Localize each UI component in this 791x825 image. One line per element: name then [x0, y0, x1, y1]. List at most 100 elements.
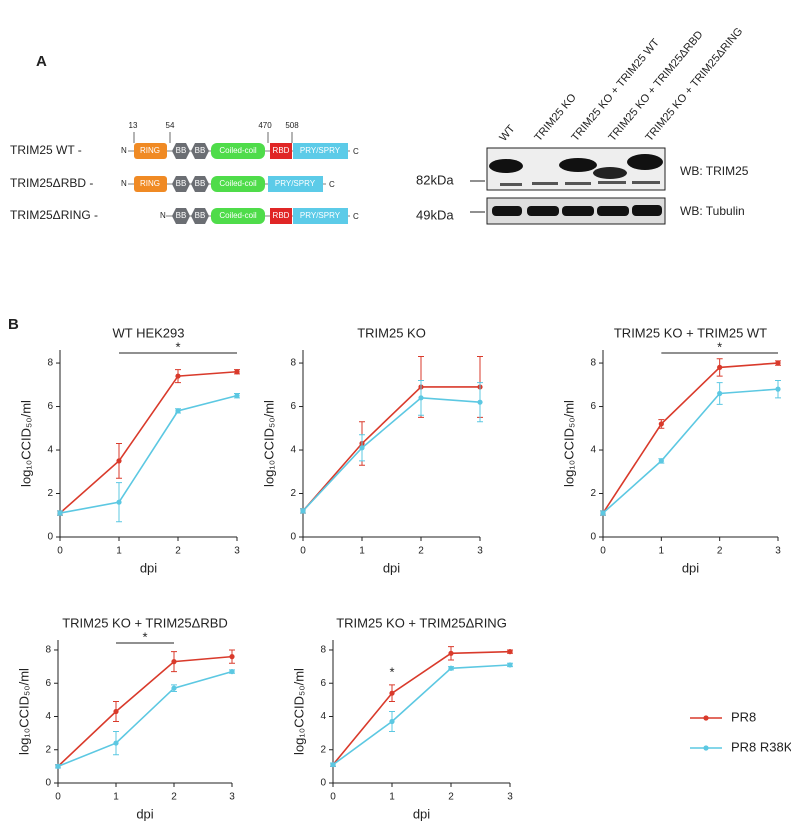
y-axis-label: log₁₀CCID₅₀/ml	[291, 668, 306, 755]
significance-mark: *	[175, 339, 180, 354]
data-point	[116, 458, 122, 464]
y-tick-label: 6	[290, 401, 296, 412]
significance-mark: *	[389, 664, 394, 679]
x-tick-label: 2	[448, 792, 454, 803]
legend-label: PR8 R38K41A	[731, 739, 791, 754]
data-point	[658, 458, 664, 464]
domain-label: RING	[140, 146, 160, 155]
domain-label: PRY/SPRY	[300, 211, 341, 220]
series-line	[57, 655, 233, 767]
domain-label: Coiled-coil	[219, 211, 257, 220]
y-tick-label: 4	[590, 445, 596, 456]
data-point	[775, 386, 781, 392]
data-point	[717, 390, 723, 397]
x-axis-label: dpi	[383, 560, 400, 575]
x-axis-label: dpi	[140, 560, 157, 575]
data-point	[234, 369, 240, 375]
x-axis-label: dpi	[682, 560, 699, 575]
chart-title: WT HEK293	[112, 325, 184, 340]
panel-label: B	[8, 316, 19, 333]
x-tick-label: 1	[389, 792, 395, 803]
data-point	[175, 408, 181, 414]
data-point	[448, 650, 454, 656]
x-tick-label: 0	[55, 792, 61, 803]
y-axis-label: log₁₀CCID₅₀/ml	[561, 400, 576, 487]
x-tick-label: 0	[57, 546, 63, 557]
data-point	[300, 508, 306, 514]
domain-label: Coiled-coil	[219, 146, 257, 155]
y-tick-label: 2	[45, 744, 51, 755]
chart-title: TRIM25 KO + TRIM25ΔRBD	[62, 615, 228, 630]
x-tick-label: 3	[477, 546, 483, 557]
construct-label: TRIM25ΔRBD -	[10, 176, 93, 190]
x-tick-label: 3	[507, 792, 513, 803]
y-tick-label: 6	[320, 678, 326, 689]
y-tick-label: 4	[47, 445, 53, 456]
domain-label: Coiled-coil	[219, 179, 257, 188]
data-point	[775, 360, 781, 366]
x-tick-label: 2	[175, 546, 181, 557]
x-tick-label: 1	[113, 792, 119, 803]
x-tick-label: 0	[600, 546, 606, 557]
series-line	[59, 370, 238, 514]
chart: TRIM25 KO 0 2 4 6 8 0 1 2 3 dpi log₁₀CCID₅₀/ml	[261, 325, 483, 575]
y-tick-label: 6	[45, 678, 51, 689]
y-tick-label: 6	[47, 401, 53, 412]
position-ticks	[133, 132, 293, 143]
n-term: N	[121, 179, 127, 188]
y-tick-label: 0	[290, 532, 296, 543]
y-tick-label: 2	[290, 488, 296, 499]
data-point	[418, 395, 424, 401]
y-tick-label: 2	[47, 488, 53, 499]
y-tick-label: 8	[320, 645, 326, 656]
legend: PR8 PR8 R38K41A	[690, 709, 791, 754]
construct-label: TRIM25 WT -	[10, 143, 82, 157]
x-tick-label: 2	[717, 546, 723, 557]
chart: TRIM25 KO + TRIM25ΔRBD 0 2 4 6 8 0 1 2 3 dpi log₁₀C…	[16, 615, 235, 821]
chart-title: TRIM25 KO	[357, 325, 426, 340]
panel-label: A	[36, 53, 47, 70]
data-point	[389, 690, 395, 696]
legend-marker	[703, 715, 709, 721]
x-tick-label: 2	[418, 546, 424, 557]
domain-label: BB	[195, 179, 206, 188]
x-axis-label: dpi	[413, 806, 430, 821]
series-line	[302, 386, 480, 512]
chart: WT HEK293 0 2 4 6 8 0 1 2 3 dpi log₁₀CCID₅₀/ml *	[18, 325, 240, 575]
domain-diagram: TRIM25 WT - TRIM25ΔRBD - TRIM25ΔRING - 1…	[10, 121, 359, 224]
y-tick-label: 8	[290, 358, 296, 369]
data-point	[113, 708, 119, 715]
x-tick-label: 3	[229, 792, 235, 803]
construct-wt: N RING BB BB Coiled-coil RBD PRY/SPRY C	[121, 143, 359, 159]
y-axis-label: log₁₀CCID₅₀/ml	[16, 668, 31, 755]
series-line	[302, 397, 481, 512]
domain-label: RBD	[273, 211, 290, 220]
data-point	[600, 510, 606, 516]
domain-label: BB	[176, 179, 187, 188]
series-line	[57, 670, 233, 768]
data-point	[113, 740, 119, 746]
y-tick-label: 2	[320, 744, 326, 755]
x-tick-label: 0	[330, 792, 336, 803]
data-point	[359, 445, 365, 451]
x-tick-label: 1	[659, 546, 665, 557]
domain-label: PRY/SPRY	[275, 179, 316, 188]
domain-label: BB	[176, 146, 187, 155]
probe-label: WB: TRIM25	[680, 164, 749, 178]
y-tick-label: 4	[320, 711, 326, 722]
chart-title: TRIM25 KO + TRIM25 WT	[614, 325, 767, 340]
data-point	[477, 399, 483, 405]
x-tick-label: 1	[359, 546, 365, 557]
y-tick-label: 8	[45, 645, 51, 656]
marker-label: 82kDa	[416, 172, 454, 187]
domain-label: BB	[176, 211, 187, 220]
position-label: 470	[258, 121, 272, 130]
y-tick-label: 0	[47, 532, 53, 543]
data-point	[330, 762, 336, 768]
domain-label: PRY/SPRY	[300, 146, 341, 155]
data-point	[229, 654, 235, 660]
significance-mark: *	[142, 629, 147, 644]
y-tick-label: 0	[320, 778, 326, 789]
ring-domain	[134, 143, 167, 159]
data-point	[171, 685, 177, 691]
